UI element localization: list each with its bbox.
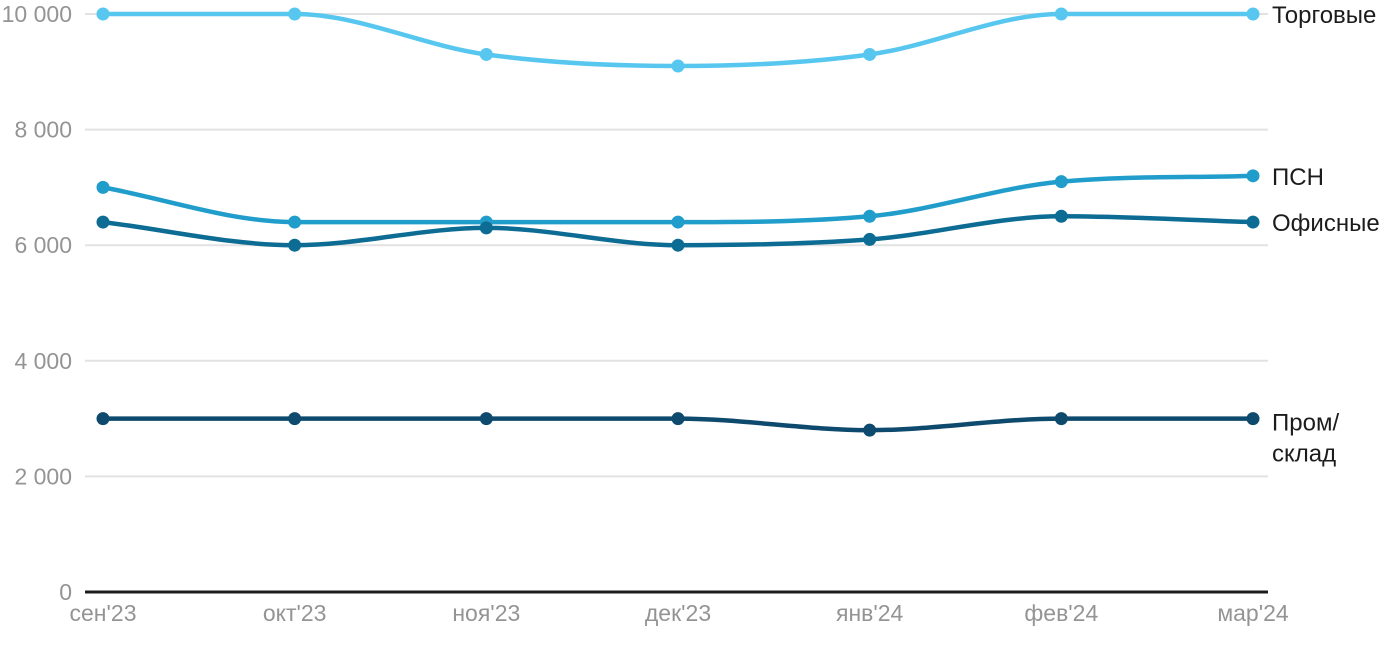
- data-point-psn-6[interactable]: [1246, 169, 1260, 183]
- data-point-ofisnye-3[interactable]: [671, 238, 685, 252]
- data-point-ofisnye-1[interactable]: [288, 238, 302, 252]
- x-axis-tick-label: янв'24: [836, 600, 904, 626]
- y-axis-tick-label: 8 000: [14, 117, 72, 143]
- data-point-psn-0[interactable]: [96, 180, 110, 194]
- data-point-prom-sklad-6[interactable]: [1246, 412, 1260, 426]
- x-axis-tick-label: мар'24: [1217, 600, 1289, 626]
- data-point-ofisnye-0[interactable]: [96, 215, 110, 229]
- data-point-ofisnye-2[interactable]: [479, 221, 493, 235]
- y-axis-tick-label: 10 000: [2, 1, 72, 27]
- data-point-torgovye-5[interactable]: [1054, 7, 1068, 21]
- data-point-torgovye-1[interactable]: [288, 7, 302, 21]
- y-axis-tick-label: 2 000: [14, 463, 72, 489]
- data-point-psn-5[interactable]: [1054, 175, 1068, 189]
- series-label-ofisnye: Офисные: [1272, 210, 1380, 237]
- data-point-prom-sklad-1[interactable]: [288, 412, 302, 426]
- x-axis-tick-label: ноя'23: [452, 600, 520, 626]
- data-point-prom-sklad-0[interactable]: [96, 412, 110, 426]
- y-axis-tick-label: 0: [59, 579, 72, 605]
- data-point-ofisnye-5[interactable]: [1054, 209, 1068, 223]
- x-axis-tick-label: сен'23: [70, 600, 137, 626]
- data-point-torgovye-6[interactable]: [1246, 7, 1260, 21]
- series-label-prom-sklad: Пром/: [1272, 410, 1339, 437]
- y-axis-tick-label: 4 000: [14, 348, 72, 374]
- series-label-psn: ПСН: [1272, 164, 1324, 191]
- series-label-torgovye: Торговые: [1272, 2, 1376, 29]
- data-point-torgovye-2[interactable]: [479, 47, 493, 61]
- data-point-torgovye-0[interactable]: [96, 7, 110, 21]
- y-axis-tick-label: 6 000: [14, 232, 72, 258]
- series-line-torgovye: [100, 11, 1256, 69]
- series-label-prom-sklad: склад: [1272, 441, 1336, 468]
- x-axis-tick-label: дек'23: [645, 600, 711, 626]
- data-point-prom-sklad-3[interactable]: [671, 412, 685, 426]
- data-point-psn-1[interactable]: [288, 215, 302, 229]
- data-point-ofisnye-6[interactable]: [1246, 215, 1260, 229]
- data-point-prom-sklad-5[interactable]: [1054, 412, 1068, 426]
- data-point-ofisnye-4[interactable]: [863, 232, 877, 246]
- data-point-psn-4[interactable]: [863, 209, 877, 223]
- data-point-psn-3[interactable]: [671, 215, 685, 229]
- data-point-prom-sklad-4[interactable]: [863, 423, 877, 437]
- data-point-torgovye-3[interactable]: [671, 59, 685, 73]
- x-axis-tick-label: окт'23: [263, 600, 327, 626]
- x-axis-tick-label: фев'24: [1024, 600, 1098, 626]
- data-point-prom-sklad-2[interactable]: [479, 412, 493, 426]
- data-point-torgovye-4[interactable]: [863, 47, 877, 61]
